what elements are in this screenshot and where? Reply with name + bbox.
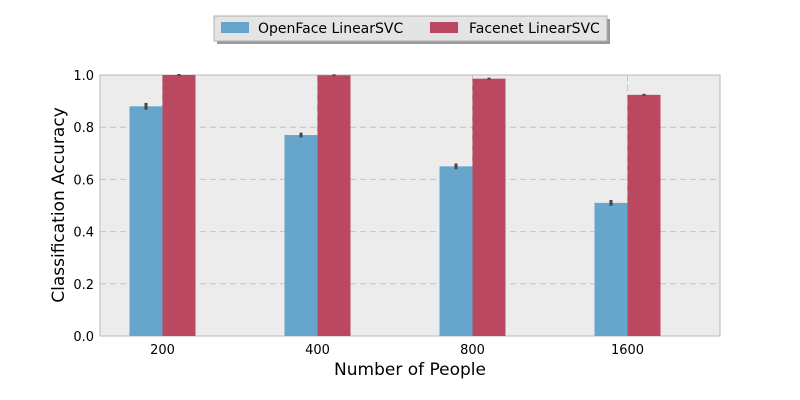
x-tick-label: 1600 [611,343,644,358]
y-tick-label: 0.4 [73,226,94,241]
x-axis-label: Number of People [334,360,486,380]
legend: OpenFace LinearSVC Facenet LinearSVC [213,15,610,44]
bar-openface-1600 [594,202,628,336]
y-tick-label: 1.0 [73,69,94,84]
y-tick-label: 0.2 [73,278,94,293]
legend-label-facenet: Facenet LinearSVC [469,21,600,37]
legend-label-openface: OpenFace LinearSVC [258,21,403,37]
bar-facenet-800 [472,78,506,337]
legend-swatch-openface [221,22,249,33]
y-tick-label: 0.0 [73,330,94,345]
bar-openface-200 [129,106,163,336]
error-bars [144,74,646,206]
x-tick-label: 200 [150,343,175,358]
x-axis-ticks: 200 400 800 1600 [150,343,644,358]
y-axis-label: Classification Accuracy [49,107,69,303]
legend-box [213,15,608,42]
x-tick-label: 400 [305,343,330,358]
x-tick-label: 800 [460,343,485,358]
y-axis-ticks: 0.0 0.2 0.4 0.6 0.8 1.0 [73,69,94,345]
bar-facenet-1600 [627,94,661,336]
legend-swatch-facenet [430,22,458,33]
bar-facenet-400 [317,75,351,337]
y-tick-label: 0.8 [73,121,94,136]
bar-facenet-200 [162,75,196,336]
bar-openface-400 [284,135,318,336]
y-tick-label: 0.6 [73,173,94,188]
bars [129,75,661,337]
bar-openface-800 [439,166,473,336]
